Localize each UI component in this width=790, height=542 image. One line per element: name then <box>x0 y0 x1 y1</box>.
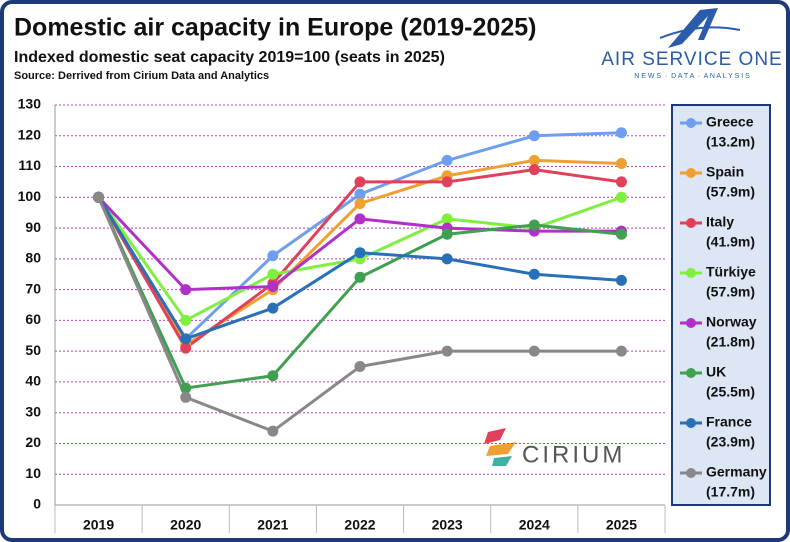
chart-source: Source: Derrived from Cirium Data and An… <box>14 70 269 82</box>
y-tick-label: 60 <box>25 311 41 327</box>
partner-name: CIRIUM <box>522 441 625 468</box>
legend-marker <box>686 318 696 328</box>
point <box>615 191 627 203</box>
y-tick-label: 30 <box>25 403 41 419</box>
point <box>441 253 453 265</box>
point <box>267 425 279 437</box>
point <box>180 333 192 345</box>
y-tick-label: 110 <box>18 157 41 173</box>
y-tick-label: 100 <box>18 188 42 204</box>
y-tick-label: 20 <box>25 434 41 450</box>
point <box>615 127 627 139</box>
point <box>267 250 279 262</box>
legend-label: UK <box>706 364 726 380</box>
point <box>180 314 192 326</box>
legend-label: Norway <box>706 314 757 330</box>
point <box>615 176 627 188</box>
legend-marker <box>686 118 696 128</box>
point <box>354 188 366 200</box>
x-tick-label: 2022 <box>344 517 375 533</box>
x-tick-label: 2021 <box>257 517 288 533</box>
point <box>180 284 192 296</box>
y-tick-label: 120 <box>18 126 42 142</box>
point <box>267 268 279 280</box>
legend-label: Türkiye <box>706 264 756 280</box>
point <box>267 302 279 314</box>
point <box>528 130 540 142</box>
point <box>615 228 627 240</box>
legend-note: (25.5m) <box>706 384 755 400</box>
legend-marker <box>686 418 696 428</box>
y-tick-label: 80 <box>25 250 41 266</box>
legend-label: Greece <box>706 114 754 130</box>
point <box>441 345 453 357</box>
y-tick-label: 10 <box>25 465 41 481</box>
point <box>180 391 192 403</box>
point <box>180 382 192 394</box>
legend-label: Germany <box>706 464 767 480</box>
point <box>615 345 627 357</box>
y-tick-label: 50 <box>25 342 41 358</box>
brand-swoosh <box>659 26 741 39</box>
point <box>354 247 366 259</box>
x-tick-label: 2023 <box>432 517 463 533</box>
point <box>615 157 627 169</box>
brand-tagline: N E W S · D A T A · A N A L Y S I S <box>634 73 750 80</box>
point <box>354 361 366 373</box>
point <box>528 154 540 166</box>
y-tick-label: 40 <box>25 373 41 389</box>
point <box>267 370 279 382</box>
legend-marker <box>686 218 696 228</box>
legend-note: (57.9m) <box>706 184 755 200</box>
point <box>528 268 540 280</box>
legend-marker <box>686 368 696 378</box>
partner-icon <box>484 428 516 466</box>
chart-subtitle: Indexed domestic seat capacity 2019=100 … <box>14 49 445 66</box>
legend-marker <box>686 168 696 178</box>
point <box>180 342 192 354</box>
legend-note: (23.9m) <box>706 434 755 450</box>
point <box>354 271 366 283</box>
point <box>93 191 105 203</box>
point <box>615 274 627 286</box>
point <box>267 281 279 293</box>
legend-marker <box>686 268 696 278</box>
x-tick-label: 2024 <box>519 517 550 533</box>
legend-note: (13.2m) <box>706 134 755 150</box>
point <box>441 213 453 225</box>
point <box>354 176 366 188</box>
y-tick-label: 90 <box>25 219 41 235</box>
legend-marker <box>686 468 696 478</box>
brand-name: AIR SERVICE ONE <box>601 49 782 70</box>
legend-note: (41.9m) <box>706 234 755 250</box>
point <box>441 154 453 166</box>
x-tick-label: 2025 <box>606 517 637 533</box>
x-tick-label: 2019 <box>83 517 114 533</box>
point <box>441 228 453 240</box>
point <box>354 213 366 225</box>
legend-label: France <box>706 414 752 430</box>
legend-label: Italy <box>706 214 734 230</box>
legend-note: (57.9m) <box>706 284 755 300</box>
point <box>528 164 540 176</box>
legend-note: (21.8m) <box>706 334 755 350</box>
legend-label: Spain <box>706 164 744 180</box>
point <box>528 345 540 357</box>
chart-title: Domestic air capacity in Europe (2019-20… <box>14 14 536 42</box>
point <box>441 176 453 188</box>
x-tick-label: 2020 <box>170 517 201 533</box>
y-tick-label: 0 <box>33 496 41 512</box>
y-tick-label: 70 <box>25 280 41 296</box>
legend-note: (17.7m) <box>706 484 755 500</box>
y-tick-label: 130 <box>18 96 42 112</box>
point <box>528 219 540 231</box>
point <box>354 197 366 209</box>
